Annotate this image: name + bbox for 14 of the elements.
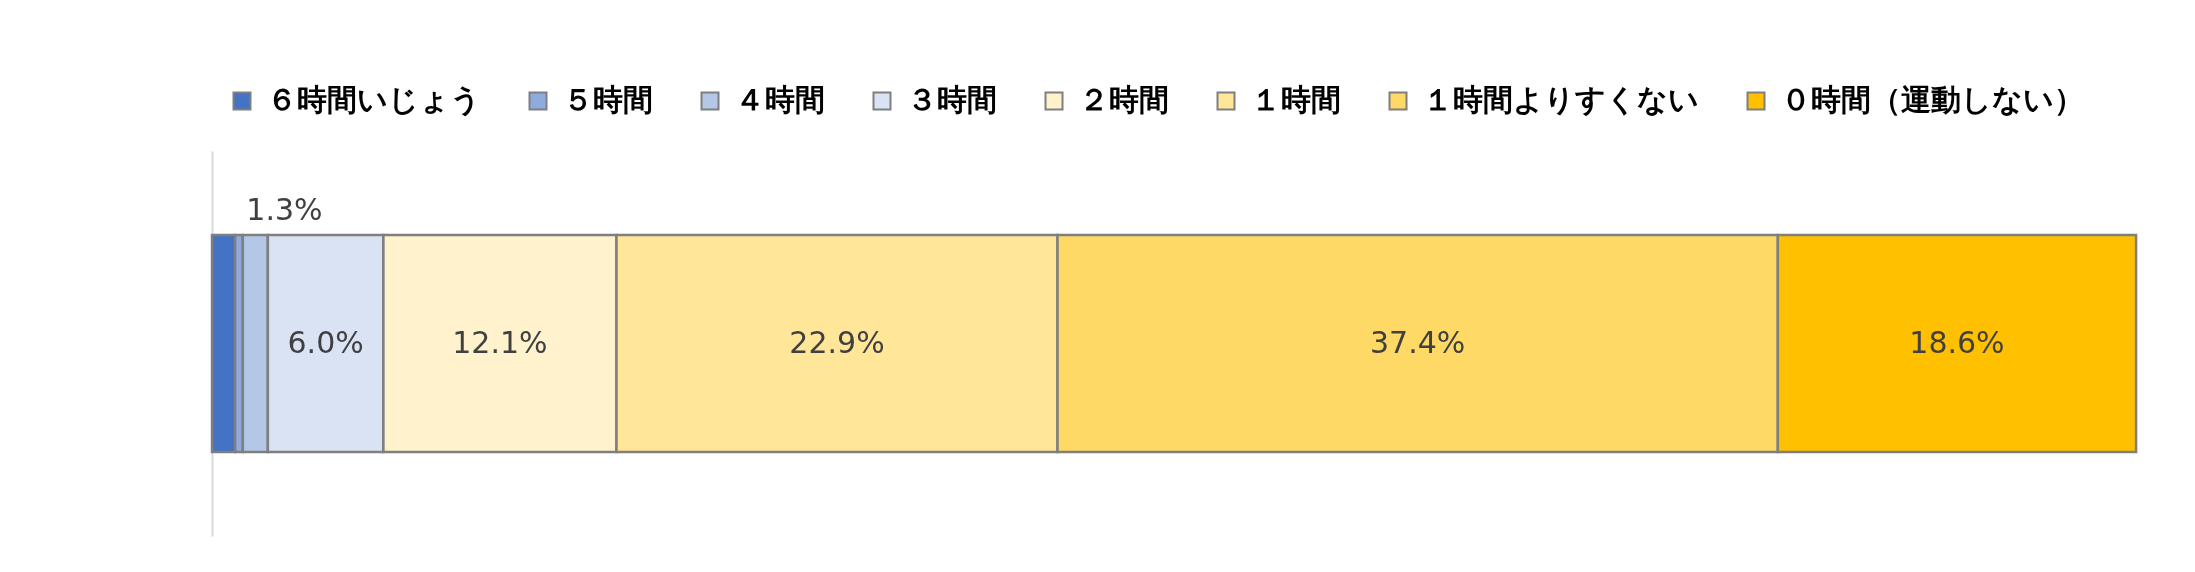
legend-label: ４時間 [735,82,825,117]
data-label: 6.0% [287,324,364,360]
legend-label: ６時間いじょう [267,82,481,117]
legend-label: ５時間 [563,82,653,117]
legend-label: ２時間 [1079,82,1169,117]
data-label: 37.4% [1370,324,1466,360]
legend-label: １時間 [1251,82,1341,117]
data-label: 12.1% [452,324,548,360]
data-label: 22.9% [789,324,885,360]
legend-label: １時間よりすくない [1423,82,1699,117]
data-label: 18.6% [1909,324,2005,360]
legend-label: ０時間（運動しない） [1781,82,2084,117]
legend-label: ３時間 [907,82,997,117]
data-label: 1.3% [246,191,323,227]
